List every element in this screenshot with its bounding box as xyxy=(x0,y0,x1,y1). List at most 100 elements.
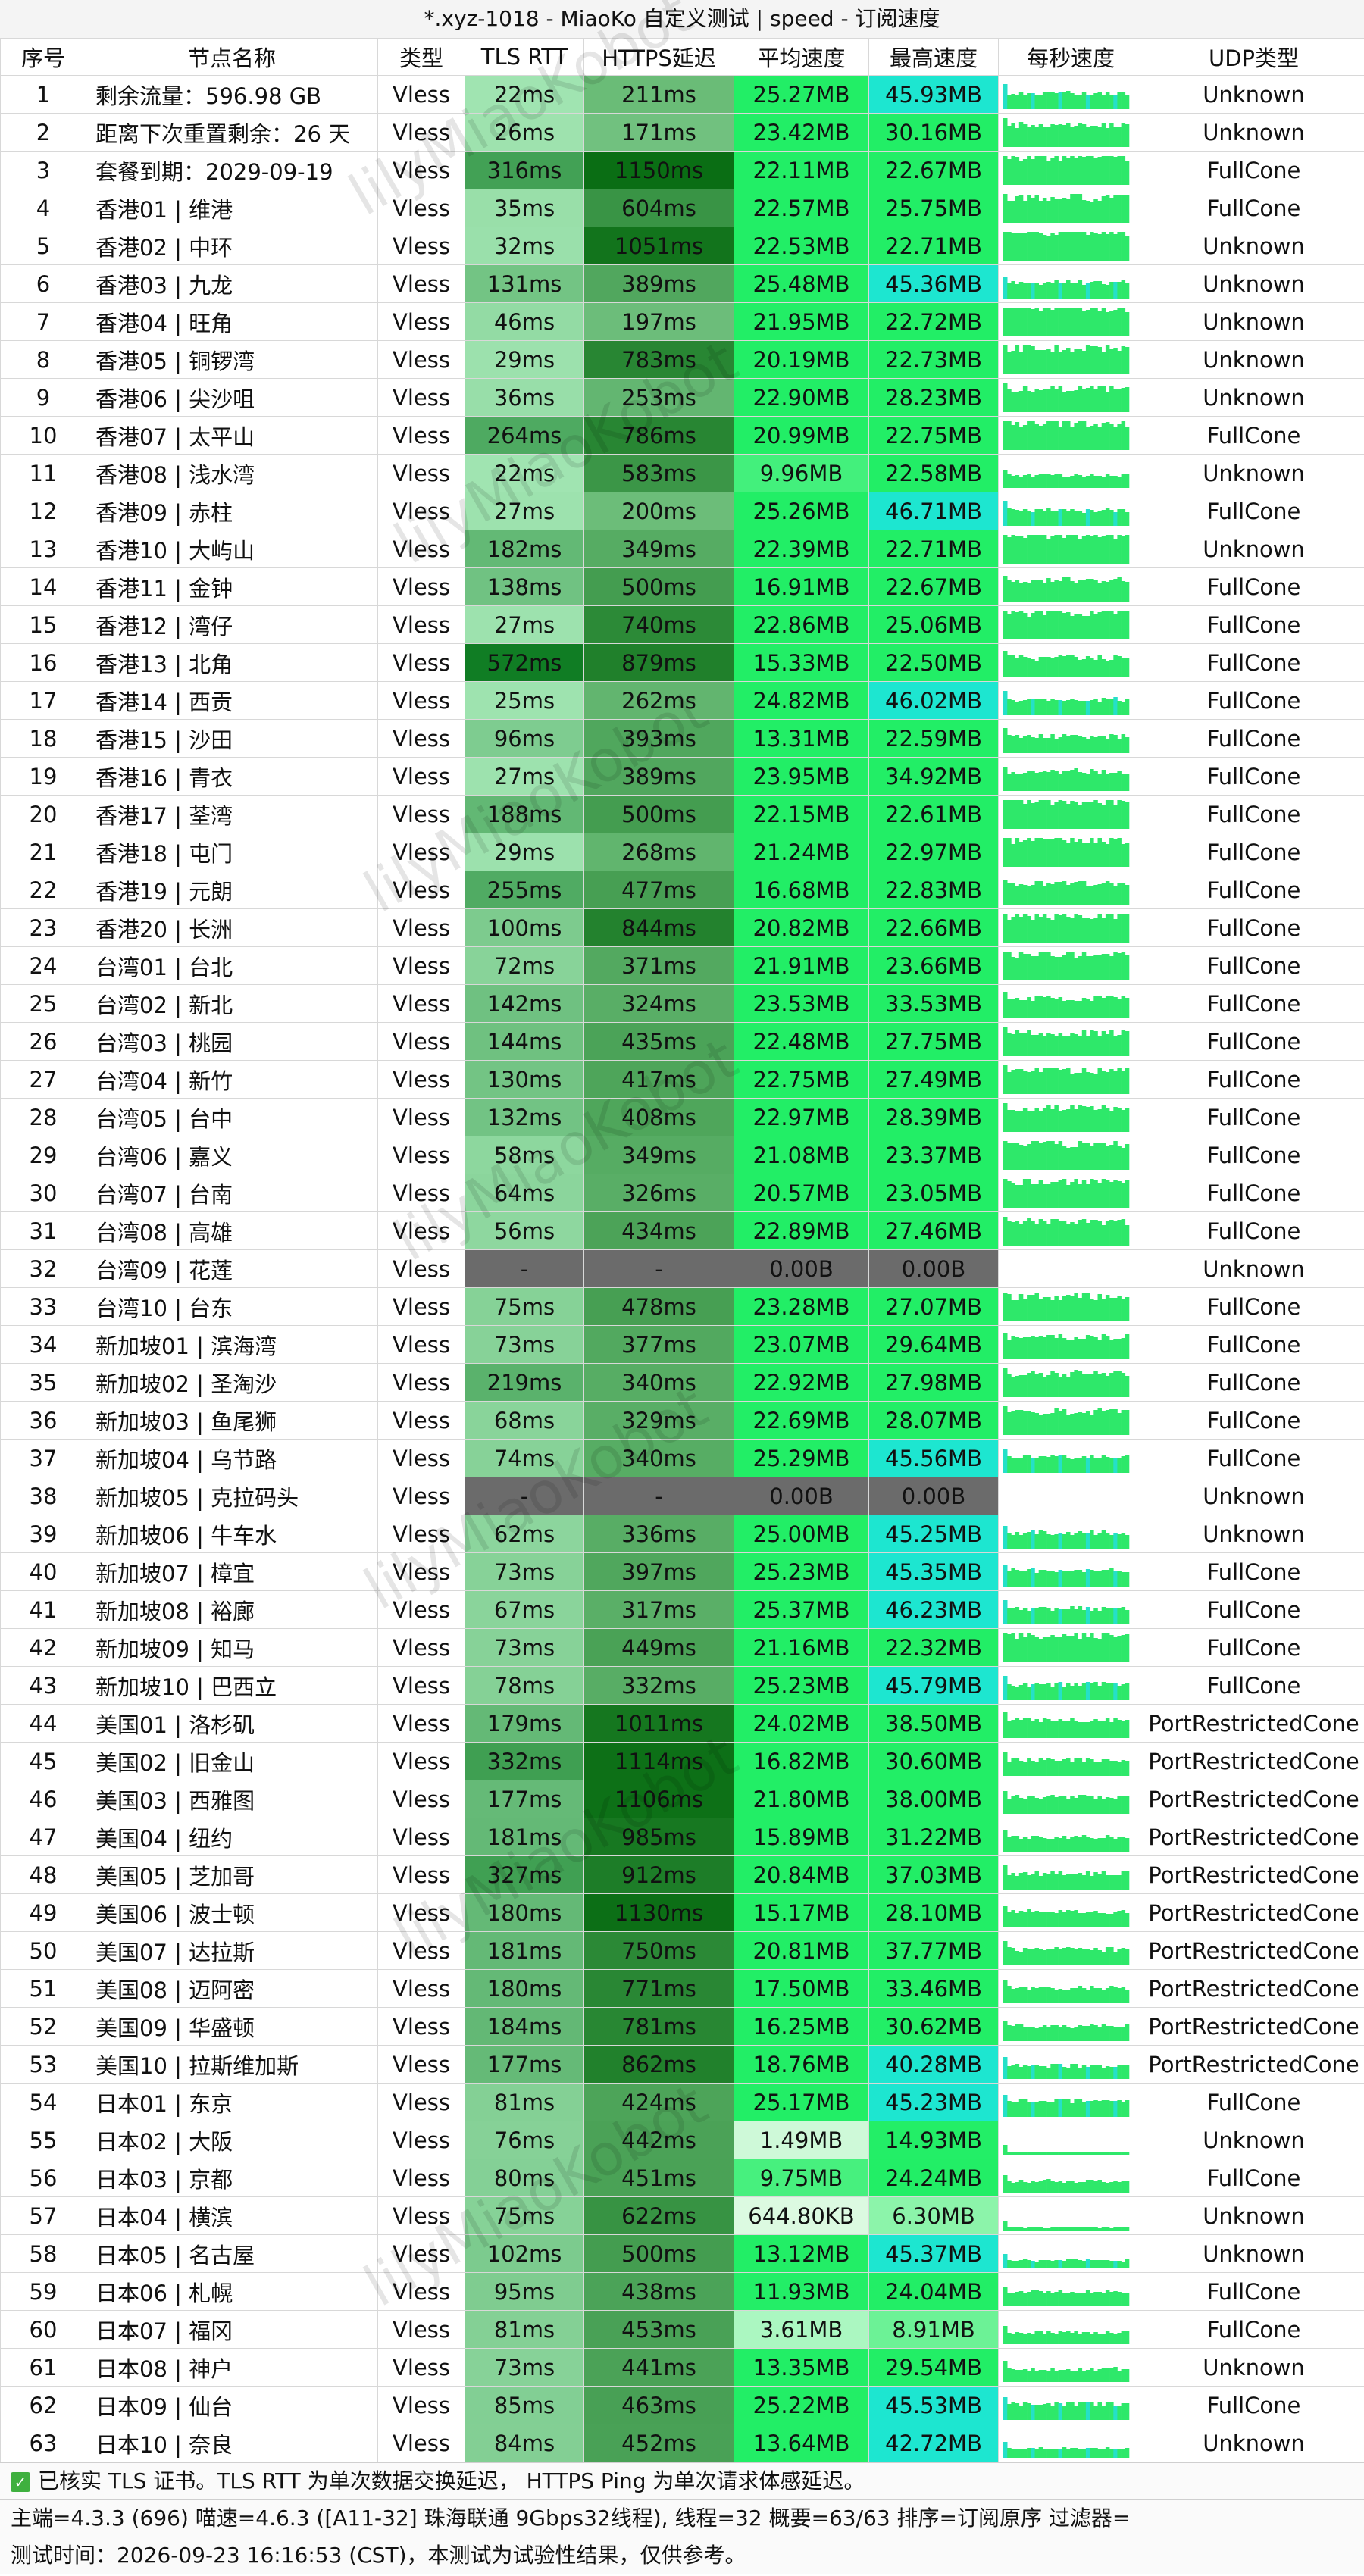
sparkline-bar xyxy=(1109,995,1114,1018)
sparkline-bar xyxy=(1034,1797,1039,1814)
sparkline-bar xyxy=(1101,953,1106,980)
sparkline-bar xyxy=(1050,1720,1055,1738)
sparkline-bar xyxy=(1105,581,1110,602)
sparkline-bar xyxy=(1062,1068,1067,1094)
sparkline-bar xyxy=(1066,1570,1071,1587)
sparkline-bar xyxy=(1121,231,1126,261)
sparkline-bar xyxy=(1018,1986,1024,2003)
cell-avg-speed: 21.95MB xyxy=(734,302,869,341)
sparkline-bar xyxy=(1011,233,1015,261)
cell-speed-sparkline xyxy=(998,1136,1143,1174)
sparkline-bar xyxy=(1125,1683,1130,1700)
sparkline-bar xyxy=(1031,158,1035,185)
sparkline-bar xyxy=(1109,1144,1114,1170)
cell-speed-sparkline xyxy=(998,113,1143,152)
sparkline-bar xyxy=(1034,1412,1039,1435)
sparkline-bar xyxy=(1042,1872,1047,1890)
cell-speed-sparkline xyxy=(998,833,1143,871)
sparkline-bar xyxy=(1109,1181,1114,1208)
sparkline-bar xyxy=(1027,1909,1031,1927)
sparkline-bar xyxy=(1022,2099,1028,2117)
cell-tls-rtt: 35ms xyxy=(465,189,584,227)
sparkline-bar xyxy=(1097,1874,1102,1890)
sparkline-bar xyxy=(1101,2333,1106,2344)
sparkline-bar xyxy=(1022,2227,1028,2231)
sparkline-bar xyxy=(1093,917,1098,943)
cell-type: Vless xyxy=(377,1742,465,1780)
cell-tls-rtt: 332ms xyxy=(465,1742,584,1780)
sparkline-bar xyxy=(1121,1299,1126,1321)
sparkline-bar xyxy=(1046,1718,1051,1738)
sparkline-bar xyxy=(1034,1987,1039,2003)
cell-udp-type: FullCone xyxy=(1143,1287,1364,1326)
sparkline-bar xyxy=(1125,1534,1130,1549)
sparkline-bar xyxy=(1022,2181,1028,2193)
sparkline-bar xyxy=(1074,2027,1078,2041)
sparkline-bar xyxy=(1027,2291,1031,2306)
sparkline-bar xyxy=(1058,2402,1063,2420)
sparkline-bar xyxy=(1054,1181,1059,1208)
cell-https-latency: 332ms xyxy=(583,1666,734,1705)
cell-max-speed: 22.61MB xyxy=(868,795,999,833)
cell-tls-rtt: 188ms xyxy=(465,795,584,833)
table-row: 16 香港13 | 北角 Vless 572ms 879ms 15.33MB 22.50MB… xyxy=(0,643,1364,682)
sparkline-bar xyxy=(1003,1633,1008,1662)
sparkline-bar xyxy=(1109,2332,1114,2344)
cell-speed-sparkline xyxy=(998,757,1143,796)
sparkline-bar xyxy=(1027,2370,1031,2382)
sparkline-bar xyxy=(1121,658,1126,677)
sparkline-bar xyxy=(1007,1180,1012,1208)
sparkline-bar xyxy=(1085,1912,1090,1927)
cell-type: Vless xyxy=(377,1174,465,1212)
sparkline-bar xyxy=(1054,956,1059,980)
cell-node-name: 香港14 | 西贡 xyxy=(86,681,378,720)
cell-index: 33 xyxy=(0,1287,86,1326)
sparkline-bar xyxy=(1018,1609,1024,1624)
sparkline-bar xyxy=(1022,1836,1028,1852)
sparkline-bar xyxy=(1117,610,1122,639)
sparkline-bar xyxy=(1042,1796,1047,1814)
sparkline-bar xyxy=(1038,389,1043,412)
sparkline-bar xyxy=(1105,1874,1110,1890)
sparkline-bar xyxy=(1062,880,1067,905)
sparkline-bar xyxy=(1022,1762,1028,1776)
sparkline-bar xyxy=(1090,1454,1094,1473)
sparkline-bar xyxy=(1007,2292,1012,2306)
sparkline-bar xyxy=(1062,1220,1067,1246)
cell-avg-speed: 21.80MB xyxy=(734,1780,869,1818)
sparkline-bar xyxy=(1038,2180,1043,2193)
sparkline-bar xyxy=(1125,773,1130,791)
sparkline-bar xyxy=(1038,1606,1043,1624)
sparkline-bar xyxy=(1062,1145,1067,1170)
cell-type: Vless xyxy=(377,302,465,341)
sparkline-bar xyxy=(1031,1634,1035,1662)
sparkline-bar xyxy=(1085,200,1090,223)
speed-sparkline xyxy=(1003,799,1130,829)
sparkline-bar xyxy=(1034,2331,1039,2344)
sparkline-bar xyxy=(1121,1987,1126,2003)
sparkline-bar xyxy=(1031,2181,1035,2193)
sparkline-bar xyxy=(1113,2066,1118,2079)
sparkline-bar xyxy=(1027,1633,1031,1662)
sparkline-bar xyxy=(1015,611,1020,639)
cell-https-latency: 253ms xyxy=(583,378,734,417)
sparkline-bar xyxy=(1066,307,1071,336)
sparkline-bar xyxy=(1081,2260,1087,2268)
cell-type: Vless xyxy=(377,2196,465,2235)
cell-type: Vless xyxy=(377,757,465,796)
cell-https-latency: 879ms xyxy=(583,643,734,682)
sparkline-bar xyxy=(1097,1685,1102,1700)
speed-results-table: 序号 节点名称 类型 TLS RTT HTTPS延迟 平均速度 最高速度 每秒速… xyxy=(0,38,1364,2462)
sparkline-bar xyxy=(1078,1605,1083,1624)
table-row: 56 日本03 | 京都 Vless 80ms 451ms 9.75MB 24.24MB Fu… xyxy=(0,2159,1364,2197)
cell-https-latency: - xyxy=(583,1249,734,1288)
sparkline-bar xyxy=(1097,995,1102,1018)
sparkline-bar xyxy=(1031,579,1035,602)
sparkline-bar xyxy=(1003,1829,1008,1852)
cell-type: Vless xyxy=(377,1401,465,1440)
cell-https-latency: 1011ms xyxy=(583,1704,734,1743)
cell-tls-rtt: 22ms xyxy=(465,454,584,492)
sparkline-bar xyxy=(1054,420,1059,450)
sparkline-bar xyxy=(1085,2152,1090,2155)
sparkline-bar xyxy=(1038,880,1043,905)
